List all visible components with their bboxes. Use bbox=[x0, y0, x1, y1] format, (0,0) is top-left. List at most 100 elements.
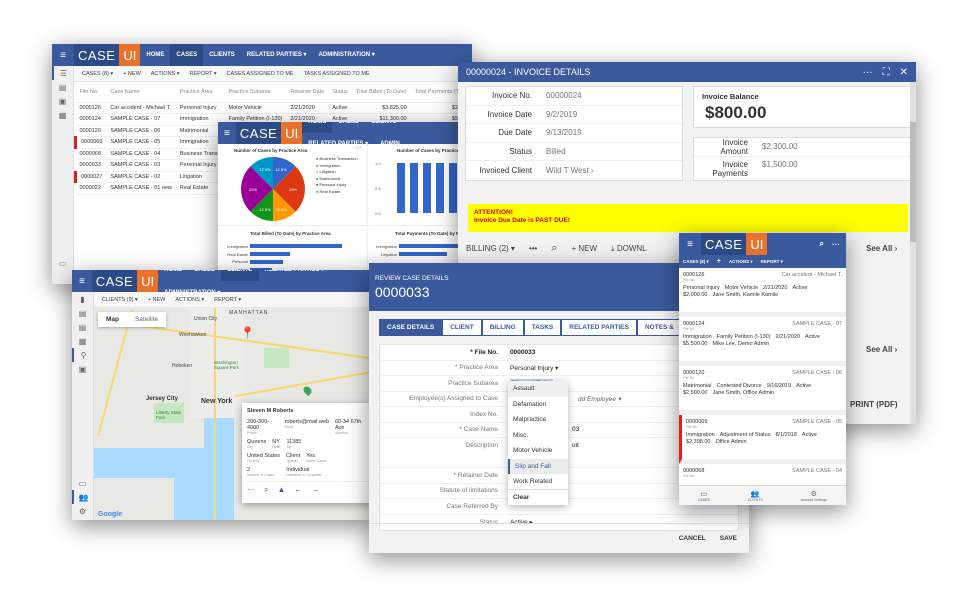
tab-related-parties[interactable]: RELATED PARTIES bbox=[561, 319, 637, 336]
apps-grid-icon[interactable]: ▦ bbox=[72, 518, 93, 520]
cancel-button[interactable]: CANCEL bbox=[678, 535, 706, 542]
nav-clients[interactable]: CLIENTS bbox=[365, 122, 403, 133]
folder-icon[interactable]: ▭ bbox=[58, 258, 67, 268]
case-card[interactable]: 0000126 Car accident - Michael T. File No… bbox=[679, 268, 846, 317]
new-case-button[interactable]: + NEW bbox=[123, 70, 141, 77]
case-card[interactable]: 0000120 SAMPLE CASE - 06 File No. Matrimo… bbox=[679, 366, 846, 415]
option-motor-vehicle[interactable]: Motor Vehicle bbox=[513, 447, 553, 455]
case-card[interactable]: 0000124 SAMPLE CASE - 07 File No. Immigra… bbox=[679, 317, 846, 366]
actions-menu[interactable]: ACTIONS ▾ bbox=[175, 296, 205, 303]
cases-filter-dropdown[interactable]: CASES (8) ▾ bbox=[683, 258, 709, 264]
cases-filter-dropdown[interactable]: CASES (8) ▾ bbox=[82, 70, 114, 77]
expand-icon[interactable]: ⛶ bbox=[882, 66, 890, 78]
nav-related-parties[interactable]: RELATED PARTIES ▾ bbox=[246, 52, 307, 59]
nav-cases[interactable]: CASES bbox=[194, 270, 215, 274]
clients-filter-dropdown[interactable]: CLIENTS (9) ▾ bbox=[102, 296, 138, 303]
scrollbar[interactable] bbox=[910, 82, 916, 424]
nav-related-parties[interactable]: RELATED PARTIES ▾ bbox=[308, 141, 369, 148]
clients-icon[interactable]: 👥 bbox=[72, 490, 93, 504]
option-work-related[interactable]: Work Related bbox=[508, 474, 568, 490]
table-row[interactable]: 0000126 Car accident - Michael T. Personal… bbox=[75, 102, 472, 114]
col-practice-area[interactable]: Practice Area bbox=[175, 82, 225, 103]
print-pdf-button[interactable]: PRINT (PDF) bbox=[850, 400, 898, 409]
more-icon[interactable]: ••• bbox=[528, 244, 538, 253]
folder-icon[interactable]: ▭ bbox=[78, 478, 87, 488]
bottom-nav-account-settings[interactable]: ⚙ Account Settings bbox=[800, 490, 827, 502]
nav-admin[interactable]: ADMIN bbox=[380, 141, 400, 148]
logo[interactable]: CASE UI bbox=[235, 122, 303, 144]
option-assault[interactable]: Assault bbox=[508, 381, 568, 397]
field-practice-area[interactable]: * Practice Area Personal Injury ▾ bbox=[380, 361, 738, 376]
new-client-button[interactable]: + NEW bbox=[147, 296, 166, 303]
image-view-icon[interactable]: ▣ bbox=[58, 96, 67, 106]
prev-arrow-icon[interactable]: ← bbox=[294, 485, 303, 494]
new-billing-button[interactable]: + NEW bbox=[571, 244, 598, 253]
tasks-assigned-button[interactable]: TASKS ASSIGNED TO ME bbox=[303, 70, 370, 77]
col-total-payments[interactable]: Total Payments (To Date) bbox=[410, 82, 472, 103]
col-file-no[interactable]: File No. bbox=[75, 82, 107, 103]
tab-client[interactable]: CLIENT bbox=[442, 319, 482, 336]
report-menu[interactable]: REPORT ▾ bbox=[214, 296, 242, 303]
zoom-icon[interactable]: ⌕ bbox=[264, 485, 269, 494]
case-card-flagged[interactable]: 0000069 SAMPLE CASE - 05 File No. Immigra… bbox=[679, 415, 846, 464]
trash-icon[interactable]: ▮ bbox=[80, 294, 85, 304]
next-arrow-icon[interactable]: → bbox=[311, 485, 320, 494]
image-view-icon[interactable]: ▣ bbox=[78, 364, 87, 374]
gear-icon[interactable]: ⚙ bbox=[78, 506, 87, 516]
table-view-icon[interactable]: ▤ bbox=[78, 322, 87, 332]
map[interactable]: Map Satellite Union City MANHATTAN Weeha… bbox=[94, 308, 374, 520]
add-case-button[interactable]: + bbox=[716, 258, 721, 265]
cases-assigned-button[interactable]: CASES ASSIGNED TO ME bbox=[226, 70, 294, 77]
close-icon[interactable]: ✕ bbox=[899, 66, 908, 78]
field-case-referred-by[interactable]: Case Referred By bbox=[380, 499, 738, 515]
nav-administration[interactable]: ADMINISTRATION ▾ bbox=[318, 52, 375, 59]
tab-notes[interactable]: NOTES & bbox=[636, 319, 682, 336]
nav-cases[interactable]: CASES bbox=[332, 122, 365, 133]
map-tab[interactable]: Map bbox=[106, 316, 119, 323]
list-view-icon[interactable]: ☰ bbox=[52, 66, 73, 80]
option-misc[interactable]: Misc. bbox=[513, 431, 529, 439]
report-menu[interactable]: REPORT ▾ bbox=[760, 258, 783, 264]
case-card[interactable]: 0000068 SAMPLE CASE - 04 File No. bbox=[683, 468, 842, 478]
tab-billing[interactable]: BILLING bbox=[481, 319, 524, 336]
search-icon[interactable]: ⌕ bbox=[819, 239, 824, 248]
nav-clients[interactable]: CLIENTS bbox=[220, 270, 259, 282]
navigate-icon[interactable]: ▲ bbox=[277, 485, 286, 494]
option-clear[interactable]: Clear bbox=[513, 493, 530, 501]
bottom-nav-clients[interactable]: 👥 CLIENTS bbox=[747, 490, 763, 502]
nav-home[interactable]: HOME bbox=[146, 52, 165, 59]
hamburger-menu-icon[interactable]: ≡ bbox=[60, 49, 66, 61]
calendar-icon[interactable]: ▦ bbox=[58, 110, 67, 120]
logo[interactable]: CASE UI bbox=[74, 44, 141, 66]
table-row[interactable]: 0000124 SAMPLE CASE - 07 Immigration Family… bbox=[75, 113, 472, 126]
col-retainer-date[interactable]: Retainer Date bbox=[286, 82, 329, 103]
option-slip-and-fall[interactable]: Slip and Fall bbox=[508, 458, 568, 474]
more-icon[interactable]: ··· bbox=[832, 239, 840, 249]
field-invoiced-client[interactable]: Invoiced Client Wild T West › bbox=[479, 165, 594, 175]
download-button[interactable]: ⤓ DOWNL bbox=[611, 243, 647, 253]
hamburger-menu-icon[interactable]: ≡ bbox=[224, 127, 230, 139]
list-view-icon[interactable]: ▤ bbox=[78, 308, 87, 318]
more-icon[interactable]: ··· bbox=[862, 66, 873, 78]
more-icon[interactable]: ··· bbox=[247, 485, 255, 494]
save-button[interactable]: SAVE bbox=[719, 535, 737, 542]
satellite-tab[interactable]: Satellite bbox=[135, 316, 159, 323]
hamburger-menu-icon[interactable]: ≡ bbox=[78, 275, 85, 287]
nav-cases[interactable]: CASES bbox=[170, 44, 204, 67]
col-status[interactable]: Status bbox=[328, 82, 352, 103]
tab-tasks[interactable]: TASKS bbox=[523, 319, 562, 336]
option-malpractice[interactable]: Malpractice bbox=[513, 416, 547, 424]
actions-menu[interactable]: ACTIONS ▾ bbox=[150, 70, 180, 77]
nav-clients[interactable]: CLIENTS bbox=[209, 52, 235, 59]
field-status[interactable]: Status Active ▸ bbox=[479, 518, 533, 527]
table-view-icon[interactable]: ▤ bbox=[58, 82, 67, 92]
map-marker-red[interactable]: 📍 bbox=[240, 326, 255, 340]
more-icon[interactable]: ··· bbox=[355, 144, 362, 151]
billing-dropdown[interactable]: BILLING (2) ▾ bbox=[466, 244, 515, 253]
see-all-link-2[interactable]: See All › bbox=[866, 345, 898, 354]
option-defamation[interactable]: Defamation bbox=[513, 400, 547, 408]
search-icon[interactable]: ⌕ bbox=[551, 242, 558, 254]
actions-menu[interactable]: ACTIONS ▾ bbox=[728, 258, 753, 264]
map-pin-icon[interactable]: ⚲ bbox=[72, 348, 93, 362]
nav-home[interactable]: HOME bbox=[164, 270, 183, 274]
